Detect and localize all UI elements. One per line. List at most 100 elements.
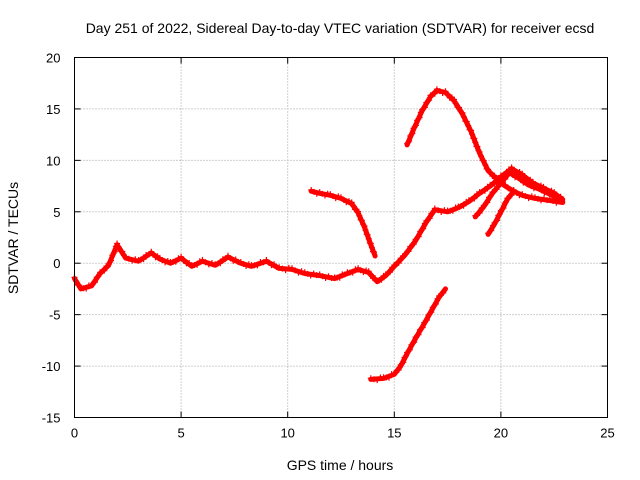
data-point [546,196,553,203]
data-point [180,257,187,264]
data-point [343,199,350,206]
data-point [395,260,402,266]
data-point [406,138,413,144]
data-point [435,207,441,214]
data-point [497,172,504,179]
data-point [95,273,102,279]
data-point [549,191,556,198]
data-point [499,206,506,213]
data-point [431,205,438,212]
data-point [480,157,487,164]
data-point [336,274,343,281]
y-tick-label: 20 [46,51,60,66]
data-point [503,198,509,205]
data-point [451,96,457,103]
data-point [551,193,558,200]
y-tick-label: 15 [46,102,60,117]
x-axis-label: GPS time / hours [287,457,394,473]
x-tick-label: 20 [494,426,508,441]
data-point [465,197,472,204]
data-point [421,104,428,111]
data-point [405,248,412,255]
data-point [430,209,437,216]
data-point [408,131,415,138]
data-point [554,196,561,203]
data-point [362,227,369,234]
axis-ticks: 0 5 10 15 20 25 -15 -10 -5 0 5 10 15 20 [42,51,615,441]
data-point [459,109,466,116]
data-point [544,197,550,204]
data-point [122,253,129,260]
data-point [254,262,261,269]
x-tick-label: 25 [600,426,614,441]
data-point [313,272,320,279]
data-point [495,212,502,219]
series-secondary [472,168,566,220]
data-point [460,202,467,209]
data-point [424,317,430,323]
data-point [557,195,564,202]
data-point [463,118,470,125]
data-point [295,269,302,276]
data-point [438,209,445,215]
data-point [292,267,299,274]
data-point [402,353,409,360]
y-tick-label: 5 [53,205,60,220]
data-point [367,375,374,382]
data-point [371,249,377,255]
data-point [449,207,456,214]
data-point [415,331,422,338]
data-point [401,354,408,361]
data-point [468,127,475,134]
data-point [426,215,433,222]
data-point [505,184,511,191]
data-point [411,339,418,346]
chart-title: Day 251 of 2022, Sidereal Day-to-day VTE… [86,20,595,36]
data-point [140,256,147,263]
y-tick-label: 10 [46,153,60,168]
data-point [471,195,478,202]
data-point [356,212,363,219]
x-tick-label: 10 [280,426,294,441]
data-point [550,198,557,204]
data-point [289,265,295,272]
data-point [386,374,392,381]
data-point [519,191,526,198]
data-point [533,183,540,190]
data-point [431,90,438,97]
data-point [509,171,516,178]
data-point [371,376,377,383]
data-point [348,199,355,206]
data-point [428,309,435,316]
data-point [361,223,368,229]
data-point [410,241,417,248]
series-rising-low [367,286,448,384]
series-short-low [485,188,517,237]
y-tick-label: -15 [42,411,61,426]
data-point [400,359,407,366]
data-point [112,243,119,250]
data-point [500,205,507,211]
series-arc-high [404,86,566,206]
y-tick-label: 0 [53,256,60,271]
data-point [419,324,426,331]
plot-frame [74,57,608,418]
data-point [178,253,185,260]
data-point [553,199,560,206]
data-point [282,267,289,274]
data-point [516,192,523,199]
data-point [114,240,121,247]
data-point [352,266,359,273]
series-main [71,164,566,292]
data-point [456,104,463,111]
data-point [416,114,423,121]
y-tick-label: -5 [49,308,61,323]
data-point [387,269,393,276]
data-point [478,153,484,160]
data-point [395,367,402,373]
data-point [472,139,479,146]
data-point [399,360,405,367]
data-point [444,91,451,98]
grid-lines [74,57,608,418]
